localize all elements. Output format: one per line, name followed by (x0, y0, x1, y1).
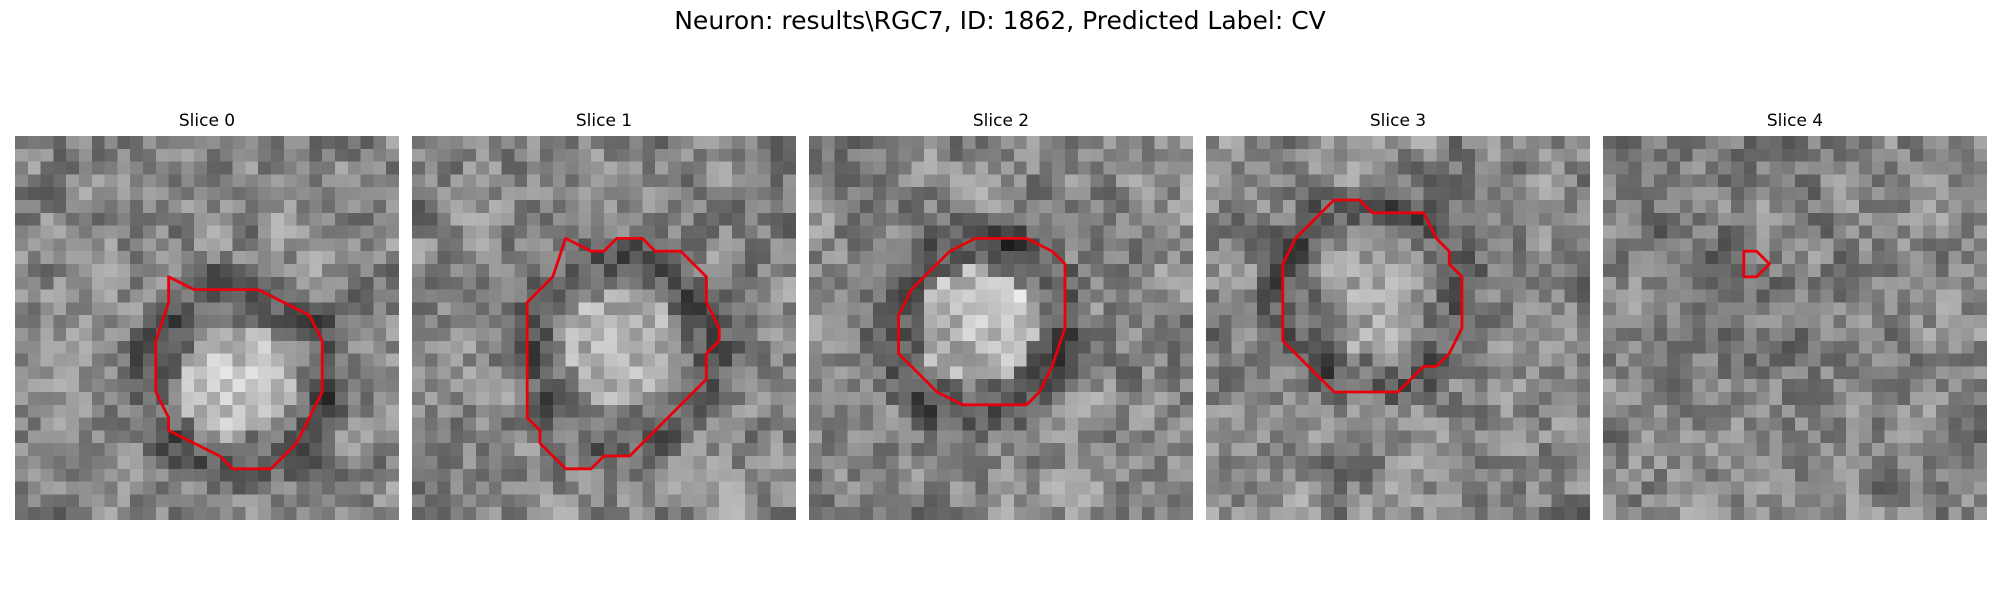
slice-title: Slice 2 (972, 111, 1030, 131)
segmentation-contour (525, 236, 721, 471)
segmentation-contour (897, 236, 1067, 407)
slice-title: Slice 1 (575, 111, 633, 131)
segmentation-contour (154, 275, 324, 471)
slice-image (15, 136, 399, 520)
slice-image (809, 136, 1193, 520)
slice-panel-3: Slice 3 (1206, 108, 1590, 520)
segmentation-contour (1742, 249, 1771, 279)
slice-panel-2: Slice 2 (809, 108, 1193, 520)
slice-image (1603, 136, 1987, 520)
slice-title: Slice 3 (1369, 111, 1427, 131)
slice-panel-0: Slice 0 (15, 108, 399, 520)
slice-title: Slice 4 (1766, 111, 1824, 131)
slice-title: Slice 0 (178, 111, 236, 131)
slice-panel-1: Slice 1 (412, 108, 796, 520)
slice-image (412, 136, 796, 520)
segmentation-contour (1281, 198, 1464, 394)
slice-image (1206, 136, 1590, 520)
figure-title: Neuron: results\RGC7, ID: 1862, Predicte… (674, 6, 1326, 35)
slice-panel-4: Slice 4 (1603, 108, 1987, 520)
